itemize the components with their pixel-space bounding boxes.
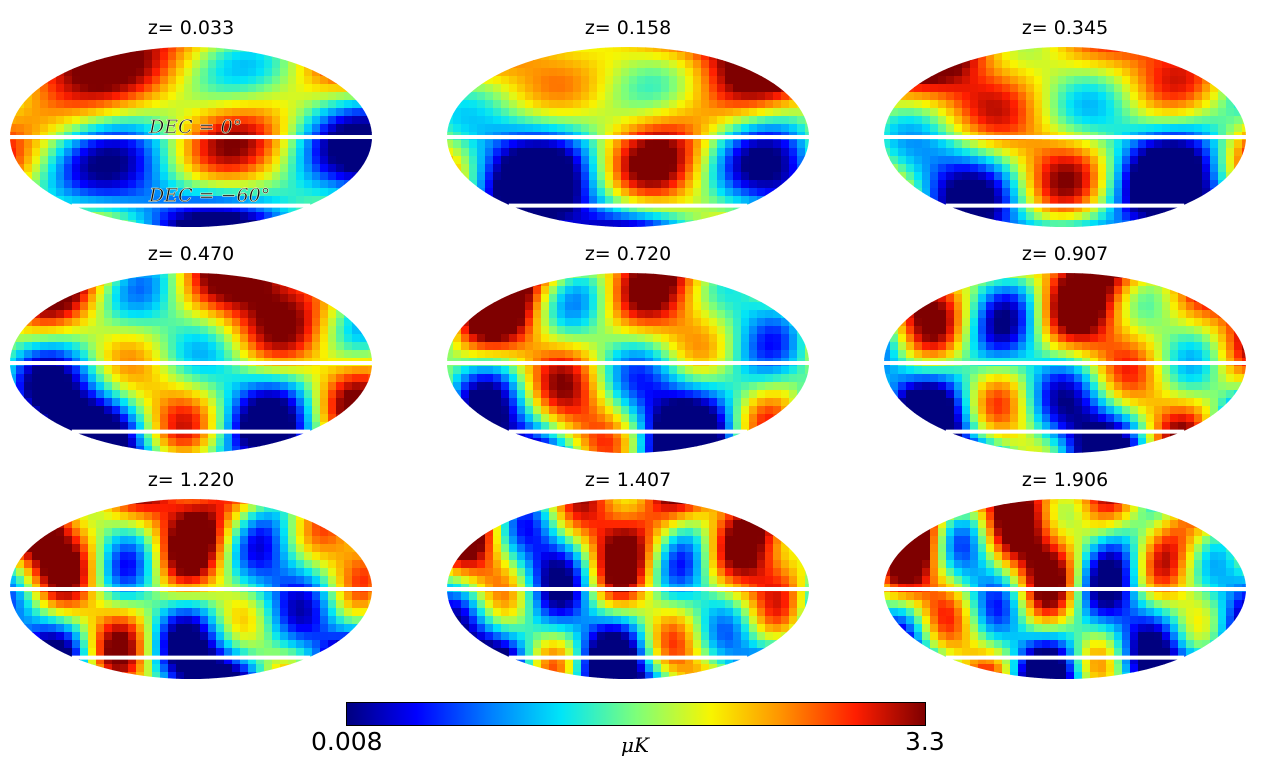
map-title: z= 1.906 [1021, 469, 1109, 491]
map-title: z= 0.345 [1021, 17, 1109, 39]
map-panel: z= 0.033 DEC = 0° DEC = −60° [8, 16, 374, 242]
dec-annotation: DEC = −60° [148, 185, 270, 207]
map-title: z= 1.407 [584, 469, 672, 491]
map-panel: z= 0.470 [8, 242, 374, 468]
colorbar-min-label: 0.008 [311, 727, 383, 756]
mollweide-map [445, 47, 811, 227]
mollweide-map [882, 273, 1248, 453]
mollweide-map [8, 273, 374, 453]
mollweide-map [445, 273, 811, 453]
colorbar-max-label: 3.3 [905, 727, 945, 756]
map-title: z= 1.220 [147, 469, 235, 491]
mollweide-map [8, 499, 374, 679]
colorbar [346, 702, 926, 726]
colorbar-unit-label: μK [621, 733, 649, 757]
map-panel: z= 1.220 [8, 468, 374, 694]
mollweide-map [445, 499, 811, 679]
map-title: z= 0.158 [584, 17, 672, 39]
map-panel: z= 1.407 [445, 468, 811, 694]
map-panel: z= 0.907 [882, 242, 1248, 468]
map-title: z= 0.033 [147, 17, 235, 39]
mollweide-map [882, 499, 1248, 679]
map-title: z= 0.470 [147, 243, 235, 265]
map-title: z= 0.907 [1021, 243, 1109, 265]
dec-annotation: DEC = 0° [148, 116, 242, 138]
map-panel: z= 0.345 [882, 16, 1248, 242]
map-panel: z= 0.720 [445, 242, 811, 468]
map-panel: z= 0.158 [445, 16, 811, 242]
mollweide-map: DEC = 0° DEC = −60° [8, 47, 374, 227]
map-panel: z= 1.906 [882, 468, 1248, 694]
map-title: z= 0.720 [584, 243, 672, 265]
mollweide-map [882, 47, 1248, 227]
